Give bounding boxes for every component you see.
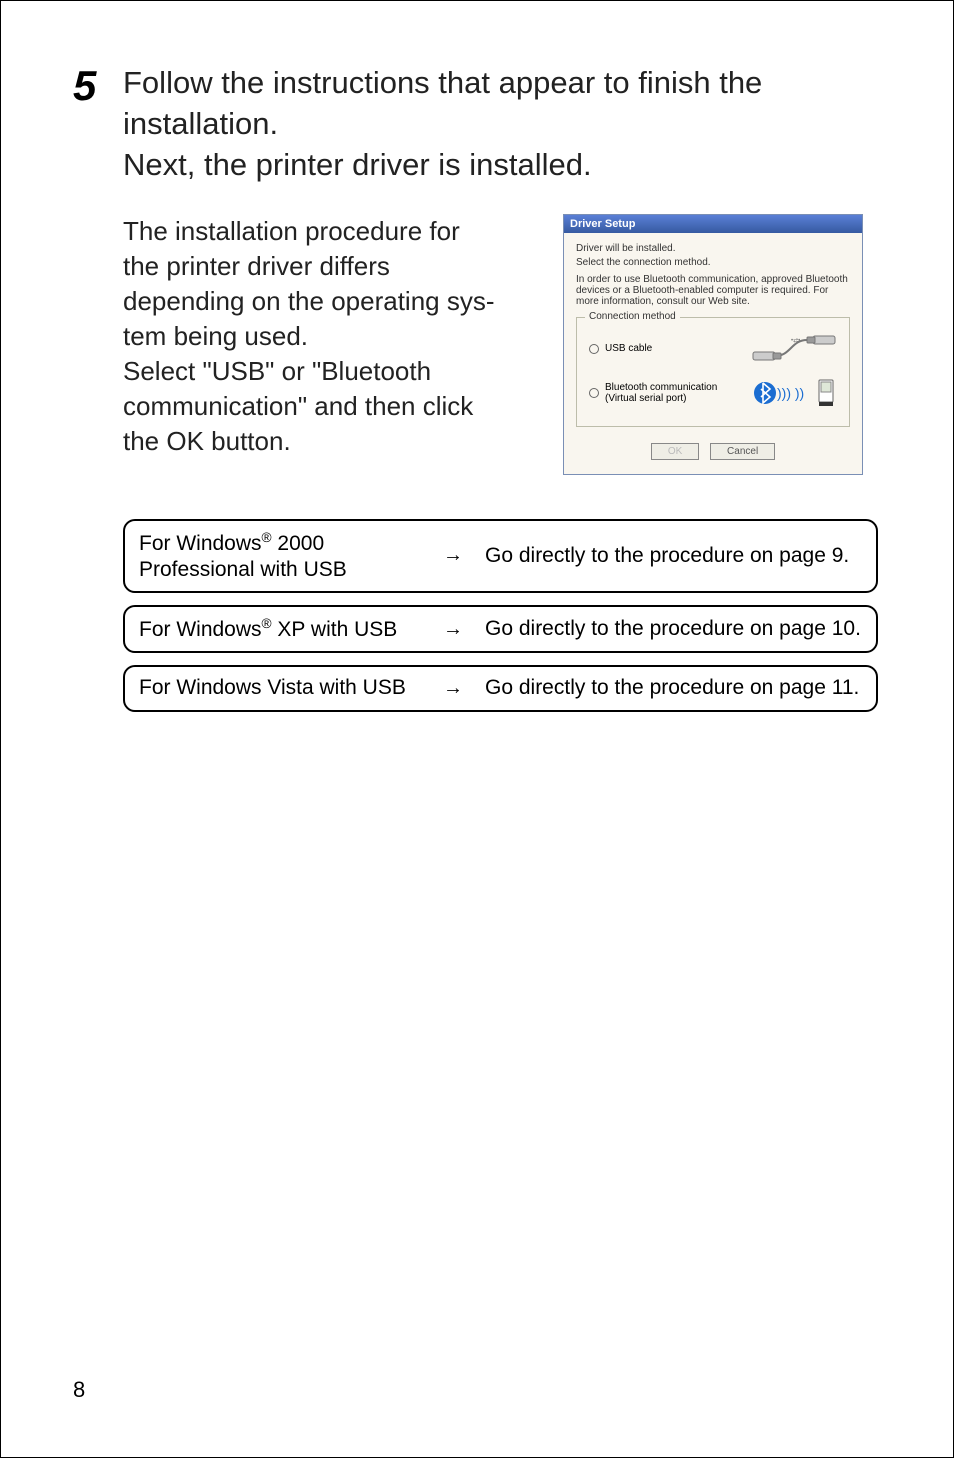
nav-left-vista: For Windows Vista with USB [125,667,435,709]
nav-right-vista: Go directly to the procedure on page 11. [471,667,876,709]
nav-row-vista: For Windows Vista with USB → Go directly… [123,665,878,711]
nav0-prefix: For Windows [139,532,262,555]
step-line2: Next, the printer driver is installed. [123,147,592,182]
option-bluetooth-label-line2: (Virtual serial port) [605,393,687,404]
dialog-footer: OK Cancel [576,435,850,470]
dialog-body: Driver will be installed. Select the con… [564,233,862,474]
nav-right-winxp: Go directly to the procedure on page 10. [471,607,876,651]
option-usb-row[interactable]: USB cable •⇄• [587,328,839,370]
nav-left-win2000: For Windows® 2000 Professional with USB [125,521,435,592]
option-usb-label: USB cable [605,343,652,354]
step-heading: 5 Follow the instructions that appear to… [73,63,881,186]
nav-right-win2000: Go directly to the procedure on page 9. [471,521,876,592]
option-usb-left: USB cable [589,343,652,354]
radio-usb[interactable] [589,344,599,354]
dialog-screenshot: Driver Setup Driver will be installed. S… [563,214,863,475]
svg-text:•⇄•: •⇄• [791,337,800,344]
option-bluetooth-label: Bluetooth communication (Virtual serial … [605,382,717,404]
os-navigation-table: For Windows® 2000 Professional with USB … [123,519,878,712]
page-number: 8 [73,1377,85,1403]
arrow-icon: → [435,607,471,651]
ok-button[interactable]: OK [651,443,699,460]
driver-setup-dialog: Driver Setup Driver will be installed. S… [563,214,863,475]
step-text: Follow the instructions that appear to f… [123,63,881,186]
dialog-titlebar: Driver Setup [564,215,862,233]
registered-icon: ® [262,530,272,545]
nav1-suffix: XP with USB [272,618,398,641]
nav-row-winxp: For Windows® XP with USB → Go directly t… [123,605,878,653]
usb-cable-icon: •⇄• [751,334,837,364]
svg-text:))) )): ))) )) [777,385,804,401]
arrow-icon: → [435,667,471,709]
nav-left-winxp: For Windows® XP with USB [125,607,435,651]
option-bluetooth-left: Bluetooth communication (Virtual serial … [589,382,717,404]
dialog-line1: Driver will be installed. [576,243,850,254]
registered-icon: ® [262,616,272,631]
radio-bluetooth[interactable] [589,388,599,398]
bluetooth-icon: ))) )) [751,376,837,410]
option-bluetooth-row[interactable]: Bluetooth communication (Virtual serial … [587,370,839,416]
cancel-button[interactable]: Cancel [710,443,775,460]
nav1-prefix: For Windows [139,618,262,641]
connection-method-fieldset: Connection method USB cable [576,317,850,427]
dialog-line2: Select the connection method. [576,257,850,268]
dialog-paragraph: In order to use Bluetooth communication,… [576,274,850,307]
fieldset-legend: Connection method [585,311,680,322]
option-bluetooth-label-line1: Bluetooth communication [605,382,717,393]
nav2-prefix: For Windows Vista with USB [139,676,406,699]
arrow-icon: → [435,521,471,592]
content-columns: The installation proce­dure for the prin… [123,214,881,475]
nav-row-win2000: For Windows® 2000 Professional with USB … [123,519,878,594]
step-number: 5 [73,63,107,107]
description-text: The installation proce­dure for the prin… [123,214,503,475]
step-line1: Follow the instructions that appear to f… [123,65,762,141]
